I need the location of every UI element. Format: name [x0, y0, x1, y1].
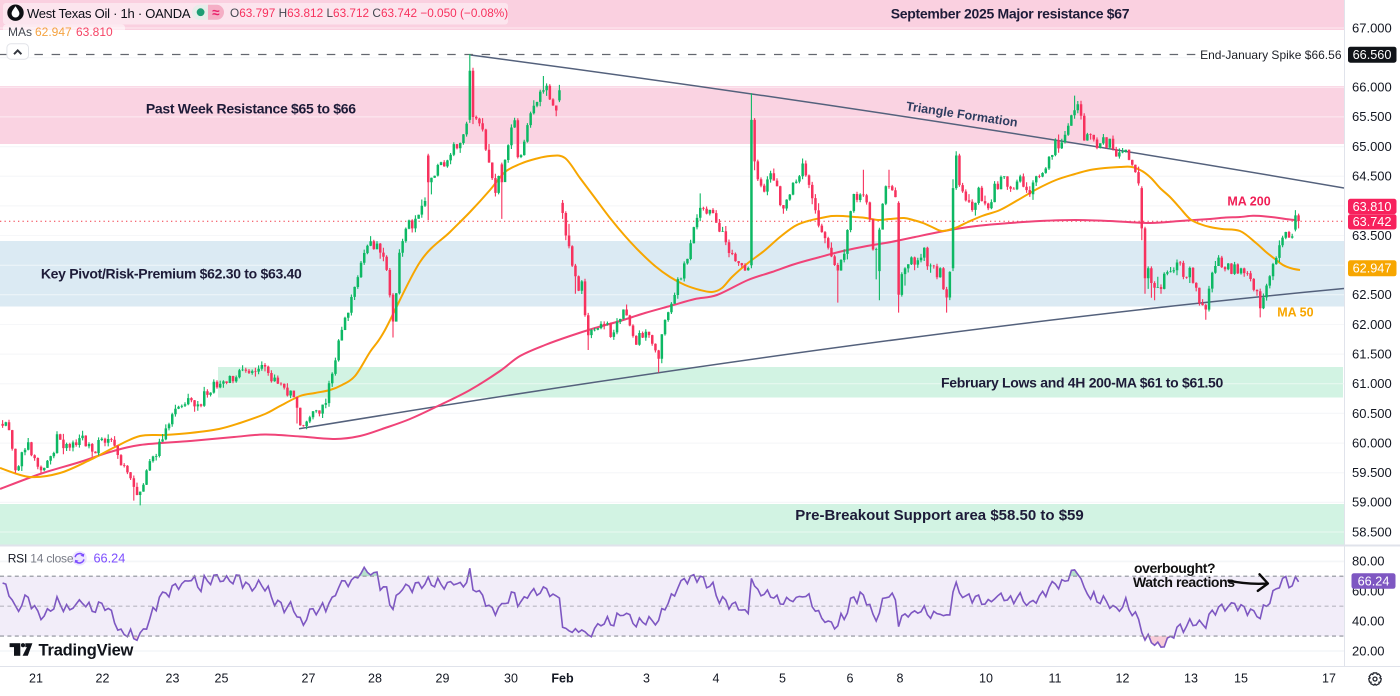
- svg-text:RSI 14 close: RSI 14 close: [8, 552, 74, 566]
- svg-text:TradingView: TradingView: [39, 642, 134, 660]
- svg-text:25: 25: [215, 672, 229, 686]
- svg-text:O63.797 H63.812 L63.712 C63.74: O63.797 H63.812 L63.712 C63.742 −0.050 (…: [230, 6, 508, 20]
- svg-text:65.000: 65.000: [1352, 139, 1392, 154]
- svg-text:28: 28: [368, 672, 382, 686]
- svg-text:62.947: 62.947: [35, 25, 72, 39]
- svg-text:≈: ≈: [212, 5, 220, 20]
- svg-text:40.00: 40.00: [1352, 613, 1385, 628]
- svg-text:MA 50: MA 50: [1277, 306, 1313, 320]
- svg-text:September 2025 Major resistanc: September 2025 Major resistance $67: [891, 5, 1130, 21]
- svg-text:11: 11: [1049, 672, 1062, 686]
- svg-text:West Texas Oil · 1h · OANDA: West Texas Oil · 1h · OANDA: [27, 6, 191, 21]
- svg-text:27: 27: [302, 672, 316, 686]
- svg-text:60.500: 60.500: [1352, 406, 1392, 421]
- svg-text:20.00: 20.00: [1352, 643, 1385, 658]
- svg-text:58.500: 58.500: [1352, 524, 1392, 539]
- svg-text:13: 13: [1184, 672, 1198, 686]
- svg-text:Key Pivot/Risk-Premium $62.30: Key Pivot/Risk-Premium $62.30 to $63.40: [41, 266, 302, 282]
- svg-text:23: 23: [166, 672, 180, 686]
- svg-text:62.947: 62.947: [1353, 262, 1392, 276]
- svg-text:30: 30: [504, 672, 518, 686]
- svg-text:80.00: 80.00: [1352, 554, 1385, 569]
- svg-text:End-January Spike $66.56: End-January Spike $66.56: [1200, 48, 1342, 62]
- svg-text:63.500: 63.500: [1352, 228, 1392, 243]
- svg-text:64.500: 64.500: [1352, 169, 1392, 184]
- svg-text:MAs: MAs: [8, 25, 32, 39]
- svg-text:66.560: 66.560: [1353, 48, 1392, 62]
- svg-text:66.000: 66.000: [1352, 80, 1392, 95]
- svg-text:60.000: 60.000: [1352, 435, 1392, 450]
- svg-text:61.000: 61.000: [1352, 376, 1392, 391]
- svg-text:4: 4: [713, 672, 720, 686]
- svg-text:21: 21: [29, 672, 43, 686]
- svg-text:overbought?: overbought?: [1134, 560, 1215, 576]
- svg-text:3: 3: [643, 672, 650, 686]
- svg-text:61.500: 61.500: [1352, 346, 1392, 361]
- svg-text:8: 8: [897, 672, 904, 686]
- svg-text:65.500: 65.500: [1352, 109, 1392, 124]
- svg-text:5: 5: [779, 672, 786, 686]
- svg-text:63.742: 63.742: [1353, 215, 1392, 229]
- svg-text:62.500: 62.500: [1352, 287, 1392, 302]
- svg-text:17: 17: [1322, 672, 1336, 686]
- svg-text:63.810: 63.810: [76, 25, 113, 39]
- svg-text:66.24: 66.24: [94, 552, 126, 566]
- svg-text:67.000: 67.000: [1352, 20, 1392, 35]
- svg-text:12: 12: [1116, 672, 1130, 686]
- svg-text:Past Week Resistance $65 to $6: Past Week Resistance $65 to $66: [146, 101, 356, 117]
- svg-text:63.810: 63.810: [1353, 200, 1392, 214]
- svg-text:Watch reactions: Watch reactions: [1133, 574, 1235, 590]
- svg-text:10: 10: [979, 672, 993, 686]
- svg-text:59.000: 59.000: [1352, 495, 1392, 510]
- svg-text:29: 29: [436, 672, 450, 686]
- svg-text:59.500: 59.500: [1352, 465, 1392, 480]
- svg-text:66.24: 66.24: [1358, 574, 1390, 588]
- svg-text:62.000: 62.000: [1352, 317, 1392, 332]
- svg-text:22: 22: [96, 672, 110, 686]
- svg-text:Feb: Feb: [551, 672, 574, 686]
- svg-text:15: 15: [1234, 672, 1248, 686]
- svg-text:Pre-Breakout Support area $58.: Pre-Breakout Support area $58.50 to $59: [795, 507, 1083, 524]
- svg-text:MA 200: MA 200: [1227, 195, 1270, 209]
- svg-text:February Lows and 4H 200-MA $6: February Lows and 4H 200-MA $61 to $61.5…: [941, 375, 1224, 391]
- svg-text:6: 6: [847, 672, 854, 686]
